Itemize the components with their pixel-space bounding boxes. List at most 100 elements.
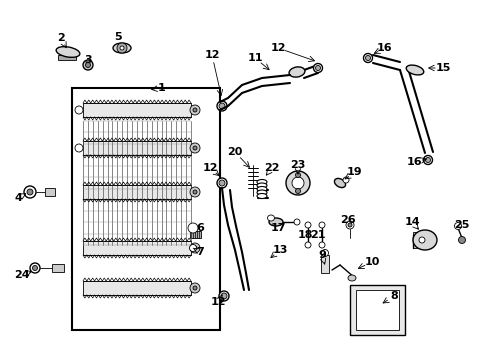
Ellipse shape xyxy=(217,101,226,111)
Circle shape xyxy=(190,283,200,293)
Text: 25: 25 xyxy=(453,220,469,230)
Circle shape xyxy=(321,249,328,257)
Circle shape xyxy=(190,105,200,115)
Circle shape xyxy=(305,242,310,248)
Circle shape xyxy=(219,103,224,109)
Circle shape xyxy=(75,144,83,152)
Text: 4: 4 xyxy=(14,193,22,203)
Ellipse shape xyxy=(406,65,423,75)
Ellipse shape xyxy=(423,156,431,165)
Circle shape xyxy=(291,177,304,189)
Text: 10: 10 xyxy=(364,257,379,267)
Bar xyxy=(349,285,404,335)
Circle shape xyxy=(193,286,197,290)
Circle shape xyxy=(295,189,300,194)
Bar xyxy=(83,185,191,199)
Text: 12: 12 xyxy=(202,163,217,173)
Circle shape xyxy=(342,177,348,183)
Circle shape xyxy=(120,46,124,50)
Circle shape xyxy=(295,172,300,177)
Circle shape xyxy=(187,223,198,233)
Text: 1: 1 xyxy=(158,83,165,93)
Text: 18: 18 xyxy=(297,230,312,240)
Ellipse shape xyxy=(257,183,266,188)
Circle shape xyxy=(219,180,224,186)
Circle shape xyxy=(418,237,424,243)
Text: 16: 16 xyxy=(407,157,422,167)
Text: 24: 24 xyxy=(14,270,30,280)
Bar xyxy=(45,188,55,196)
Circle shape xyxy=(190,187,200,197)
Circle shape xyxy=(117,43,127,53)
Bar xyxy=(83,141,191,155)
Bar xyxy=(83,103,191,117)
Bar xyxy=(72,88,220,330)
Circle shape xyxy=(75,106,83,114)
Bar xyxy=(52,264,64,272)
Circle shape xyxy=(346,221,353,229)
Text: 17: 17 xyxy=(270,223,285,233)
Bar xyxy=(355,290,398,330)
Ellipse shape xyxy=(56,47,80,57)
Bar xyxy=(412,232,430,248)
Ellipse shape xyxy=(363,54,372,63)
Bar xyxy=(190,231,201,238)
Ellipse shape xyxy=(412,230,436,250)
Ellipse shape xyxy=(219,291,228,301)
Ellipse shape xyxy=(313,63,322,72)
Circle shape xyxy=(190,143,200,153)
Circle shape xyxy=(425,158,429,162)
Text: 9: 9 xyxy=(317,250,325,260)
Text: 16: 16 xyxy=(376,43,392,53)
Circle shape xyxy=(30,263,40,273)
Text: 22: 22 xyxy=(264,163,279,173)
Text: 6: 6 xyxy=(196,223,203,233)
Ellipse shape xyxy=(257,194,266,198)
Ellipse shape xyxy=(257,180,266,185)
Text: 12: 12 xyxy=(210,297,225,307)
Text: 20: 20 xyxy=(227,147,242,157)
Ellipse shape xyxy=(257,190,266,195)
Circle shape xyxy=(347,223,351,227)
Ellipse shape xyxy=(288,67,305,77)
Text: 15: 15 xyxy=(434,63,450,73)
Ellipse shape xyxy=(347,275,355,281)
Bar xyxy=(58,55,76,60)
Circle shape xyxy=(365,55,370,60)
Text: 19: 19 xyxy=(346,167,362,177)
Circle shape xyxy=(193,108,197,112)
Circle shape xyxy=(305,222,310,228)
Bar xyxy=(83,281,191,295)
Circle shape xyxy=(318,222,325,228)
Bar xyxy=(320,255,328,273)
Bar xyxy=(83,241,191,255)
Ellipse shape xyxy=(334,179,345,188)
Ellipse shape xyxy=(268,218,283,226)
Circle shape xyxy=(189,244,196,252)
Circle shape xyxy=(190,243,200,253)
Circle shape xyxy=(285,171,309,195)
Text: 13: 13 xyxy=(272,245,287,255)
Text: 2: 2 xyxy=(57,33,65,43)
Ellipse shape xyxy=(217,178,226,188)
Text: 11: 11 xyxy=(247,53,262,63)
Text: 5: 5 xyxy=(114,32,122,42)
Ellipse shape xyxy=(257,186,266,192)
Circle shape xyxy=(318,242,325,248)
Circle shape xyxy=(85,63,90,68)
Text: 12: 12 xyxy=(270,43,285,53)
Text: 23: 23 xyxy=(290,160,305,170)
Text: 3: 3 xyxy=(84,55,92,65)
Text: 7: 7 xyxy=(196,247,203,257)
Circle shape xyxy=(458,237,465,243)
Circle shape xyxy=(193,190,197,194)
Circle shape xyxy=(293,219,299,225)
Text: 8: 8 xyxy=(389,291,397,301)
Text: 14: 14 xyxy=(404,217,419,227)
Ellipse shape xyxy=(113,43,131,53)
Text: 26: 26 xyxy=(340,215,355,225)
Circle shape xyxy=(315,66,320,71)
Circle shape xyxy=(32,266,38,270)
Text: 21: 21 xyxy=(309,230,325,240)
Circle shape xyxy=(24,186,36,198)
